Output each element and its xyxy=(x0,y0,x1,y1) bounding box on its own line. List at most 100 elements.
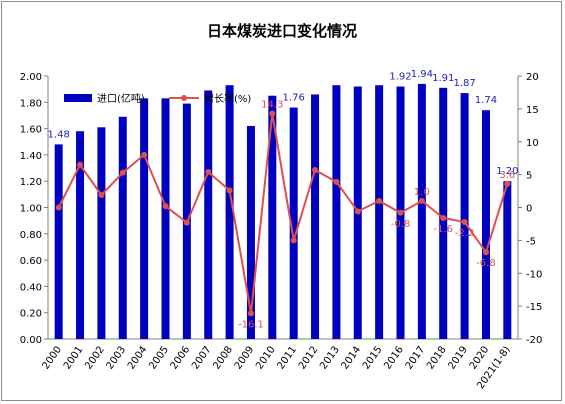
growth-point-2004 xyxy=(141,151,148,158)
right-tick-label: -10 xyxy=(526,269,542,280)
growth-point-2015 xyxy=(376,197,383,204)
line-data-label: 3.6 xyxy=(499,170,515,181)
growth-point-2011 xyxy=(290,237,297,244)
bar-2012 xyxy=(311,94,320,339)
growth-point-2017 xyxy=(418,197,425,204)
bar-2002 xyxy=(97,127,106,339)
bar-2011 xyxy=(289,107,298,339)
right-tick-label: 20 xyxy=(526,72,539,83)
x-tick-label: 2007 xyxy=(190,344,214,371)
x-tick-label: 2016 xyxy=(382,344,406,371)
x-tick-label: 2004 xyxy=(126,344,150,371)
growth-point-2002 xyxy=(98,192,105,199)
growth-point-2020 xyxy=(482,249,489,256)
x-tick-label: 2018 xyxy=(425,344,449,371)
growth-point-2021(1-8) xyxy=(504,180,511,187)
line-data-label: -2.2 xyxy=(455,228,475,239)
legend-line-marker xyxy=(181,95,187,101)
growth-point-2013 xyxy=(333,178,340,185)
growth-point-2014 xyxy=(354,208,361,215)
left-tick-label: 1.60 xyxy=(20,125,42,136)
chart-title: 日本煤炭进口变化情况 xyxy=(207,22,357,40)
growth-point-2005 xyxy=(162,203,169,210)
legend-line-label: 增长率(%) xyxy=(204,92,251,105)
line-data-label: -1.6 xyxy=(433,224,453,235)
growth-point-2012 xyxy=(312,167,319,174)
growth-point-2009 xyxy=(247,310,254,317)
left-tick-label: 0.60 xyxy=(20,256,42,267)
line-data-label: 1.0 xyxy=(414,187,430,198)
line-data-label: 14.3 xyxy=(261,99,283,110)
line-data-label: -16.1 xyxy=(238,319,264,330)
left-tick-label: 0.20 xyxy=(20,309,42,320)
bar-data-label: 1.76 xyxy=(283,93,305,104)
x-tick-label: 2003 xyxy=(105,344,129,371)
bar-data-label: 1.20 xyxy=(496,166,518,177)
legend-bar-swatch xyxy=(64,94,92,102)
bar-2019 xyxy=(460,93,469,339)
left-tick-label: 1.20 xyxy=(20,177,42,188)
growth-point-2000 xyxy=(55,204,62,211)
growth-point-2019 xyxy=(461,218,468,225)
x-tick-label: 2001 xyxy=(62,344,86,371)
x-tick-label: 2014 xyxy=(340,344,364,371)
growth-point-2007 xyxy=(205,168,212,175)
right-tick-label: 0 xyxy=(526,204,532,215)
growth-point-2010 xyxy=(269,110,276,117)
x-tick-label: 2000 xyxy=(41,344,65,371)
bar-data-label: 1.92 xyxy=(389,72,411,83)
left-tick-label: 0.00 xyxy=(20,335,42,346)
x-tick-label: 2019 xyxy=(446,344,470,371)
bar-data-label: 1.87 xyxy=(453,78,475,89)
growth-point-2008 xyxy=(226,187,233,194)
x-tick-label: 2017 xyxy=(404,344,428,371)
bar-2009 xyxy=(246,125,255,339)
left-tick-label: 1.00 xyxy=(20,204,42,215)
x-tick-label: 2015 xyxy=(361,344,385,371)
bar-data-label: 1.48 xyxy=(48,129,70,140)
bar-data-label: 1.74 xyxy=(475,95,497,106)
bar-data-label: 1.94 xyxy=(411,69,433,80)
bar-data-label: 1.91 xyxy=(432,73,454,84)
x-tick-label: 2006 xyxy=(169,344,193,371)
line-data-label: -6.8 xyxy=(476,258,496,269)
left-tick-label: 1.40 xyxy=(20,151,42,162)
growth-point-2003 xyxy=(119,169,126,176)
growth-point-2006 xyxy=(183,219,190,226)
growth-rate-line xyxy=(57,113,509,314)
x-tick-label: 2010 xyxy=(254,344,278,371)
right-tick-label: -20 xyxy=(526,335,542,346)
x-tick-label: 2005 xyxy=(147,344,171,371)
right-tick-label: 5 xyxy=(526,171,532,182)
right-tick-label: 15 xyxy=(526,105,539,116)
bar-2008 xyxy=(225,85,234,339)
growth-point-2001 xyxy=(77,161,84,168)
bar-2003 xyxy=(118,116,127,339)
left-tick-label: 2.00 xyxy=(20,72,42,83)
bar-2021(1-8) xyxy=(503,181,512,339)
bar-2020 xyxy=(481,110,490,339)
right-tick-label: -5 xyxy=(526,236,536,247)
growth-point-2016 xyxy=(397,209,404,216)
line-data-label: -0.8 xyxy=(391,219,411,230)
bar-2015 xyxy=(375,85,384,339)
left-tick-label: 0.80 xyxy=(20,230,42,241)
left-tick-label: 0.40 xyxy=(20,282,42,293)
left-tick-label: 1.80 xyxy=(20,98,42,109)
x-tick-label: 2011 xyxy=(276,344,300,371)
x-tick-label: 2013 xyxy=(318,344,342,371)
legend-bar-label: 进口(亿吨) xyxy=(97,92,145,105)
bar-2007 xyxy=(204,90,213,339)
x-tick-label: 2002 xyxy=(83,344,107,371)
growth-point-2018 xyxy=(440,215,447,222)
right-tick-label: -15 xyxy=(526,302,542,313)
right-tick-label: 10 xyxy=(526,138,539,149)
bar-2017 xyxy=(417,83,426,339)
x-tick-label: 2009 xyxy=(233,344,257,371)
bar-2013 xyxy=(332,85,341,339)
bar-2000 xyxy=(54,144,63,339)
x-tick-label: 2012 xyxy=(297,344,321,371)
bar-2018 xyxy=(439,87,448,340)
